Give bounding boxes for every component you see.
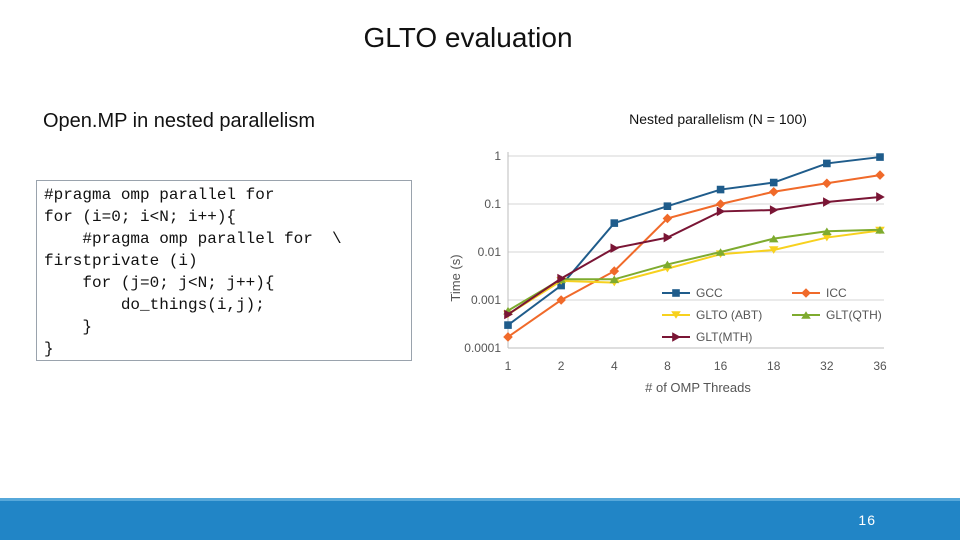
data-point-gcc bbox=[610, 219, 619, 227]
data-point-glto-abt bbox=[822, 233, 832, 242]
x-tick-label: 8 bbox=[664, 359, 671, 373]
x-tick-label: 32 bbox=[820, 359, 834, 373]
legend-label-gcc: GCC bbox=[696, 286, 723, 300]
data-point-glt-mth bbox=[504, 309, 513, 320]
code-line: for (i=0; i<N; i++){ bbox=[44, 208, 237, 226]
series-line-icc bbox=[507, 174, 881, 338]
data-point-gcc bbox=[716, 185, 725, 194]
x-tick-label: 36 bbox=[873, 359, 887, 373]
data-point-glt-qth bbox=[609, 275, 620, 284]
y-tick-label: 0.1 bbox=[484, 197, 501, 211]
legend-marker-gcc bbox=[672, 289, 680, 297]
data-point-glt-qth bbox=[662, 260, 673, 269]
data-point-glt-mth bbox=[876, 192, 885, 202]
legend-label-glt-mth: GLT(MTH) bbox=[696, 330, 752, 344]
legend-label-icc: ICC bbox=[826, 286, 847, 300]
code-line: for (j=0; j<N; j++){ bbox=[44, 274, 275, 292]
data-point-gcc bbox=[876, 153, 884, 161]
data-point-gcc bbox=[769, 178, 778, 187]
data-point-glt-qth bbox=[768, 234, 779, 243]
section-subtitle: Open.MP in nested parallelism bbox=[43, 110, 315, 132]
data-point-glt-mth bbox=[610, 243, 620, 253]
legend-marker-glt-mth bbox=[672, 332, 681, 342]
legend-marker-icc bbox=[801, 288, 811, 298]
legend-marker-glt-qth bbox=[801, 311, 811, 319]
line-chart: Nested parallelism (N = 100) 1 0.1 0.01 0.00… bbox=[448, 111, 887, 395]
footer-bar: 16 bbox=[0, 498, 960, 540]
data-point-gcc bbox=[823, 159, 831, 168]
code-line: } bbox=[44, 340, 54, 358]
x-tick-label: 18 bbox=[767, 359, 781, 373]
code-text: #pragma omp parallel for for (i=0; i<N; … bbox=[44, 184, 342, 360]
y-axis-label: Time (s) bbox=[448, 254, 463, 301]
data-point-icc bbox=[609, 266, 620, 276]
data-point-icc bbox=[662, 213, 673, 224]
data-point-glt-mth bbox=[663, 232, 673, 243]
page-number: 16 bbox=[858, 512, 876, 528]
series-line-glt-mth bbox=[507, 195, 881, 316]
y-tick-label: 1 bbox=[494, 149, 501, 163]
data-point-glt-mth bbox=[823, 197, 832, 207]
x-tick-label: 1 bbox=[505, 359, 512, 373]
data-point-glt-mth bbox=[557, 273, 566, 284]
data-point-icc bbox=[503, 332, 513, 342]
data-point-glt-qth bbox=[822, 227, 832, 236]
data-point-glt-qth bbox=[715, 248, 726, 256]
data-point-icc bbox=[822, 178, 832, 189]
data-point-glt-mth bbox=[716, 206, 726, 217]
code-line: #pragma omp parallel for \ bbox=[44, 230, 342, 248]
code-line: #pragma omp parallel for bbox=[44, 186, 275, 204]
data-point-icc bbox=[556, 295, 566, 305]
code-line: } bbox=[44, 318, 93, 336]
data-point-icc bbox=[875, 170, 885, 180]
data-point-icc bbox=[768, 186, 779, 197]
series-line-glto-abt bbox=[507, 229, 881, 316]
data-point-glto-abt bbox=[768, 246, 779, 254]
x-tick-label: 16 bbox=[714, 359, 728, 373]
code-line: firstprivate (i) bbox=[44, 252, 198, 270]
legend-label-glt-qth: GLT(QTH) bbox=[826, 308, 882, 322]
series-line-glt-qth bbox=[507, 228, 881, 312]
x-tick-label: 4 bbox=[611, 359, 618, 373]
legend-label-glto-abt: GLTO (ABT) bbox=[696, 308, 762, 322]
data-point-glt-mth bbox=[769, 205, 779, 215]
data-point-gcc bbox=[663, 202, 672, 210]
y-tick-label: 0.001 bbox=[471, 293, 501, 307]
code-block: #pragma omp parallel for for (i=0; i<N; … bbox=[36, 180, 412, 361]
legend-marker-glto-abt bbox=[671, 311, 681, 319]
slide-title: GLTO evaluation bbox=[363, 22, 573, 53]
x-tick-label: 2 bbox=[558, 359, 565, 373]
data-point-glt-qth bbox=[875, 226, 885, 234]
chart-title: Nested parallelism (N = 100) bbox=[629, 111, 807, 127]
data-point-gcc bbox=[557, 281, 565, 290]
x-axis-label: # of OMP Threads bbox=[645, 380, 751, 395]
data-point-gcc bbox=[504, 321, 512, 329]
data-point-icc bbox=[715, 199, 726, 209]
y-tick-label: 0.0001 bbox=[464, 341, 501, 355]
chart-container: Nested parallelism (N = 100) 1 0.1 0.01 0.00… bbox=[440, 100, 910, 400]
code-line: do_things(i,j); bbox=[44, 296, 265, 314]
series-line-gcc bbox=[507, 156, 881, 326]
y-tick-label: 0.01 bbox=[478, 245, 502, 259]
